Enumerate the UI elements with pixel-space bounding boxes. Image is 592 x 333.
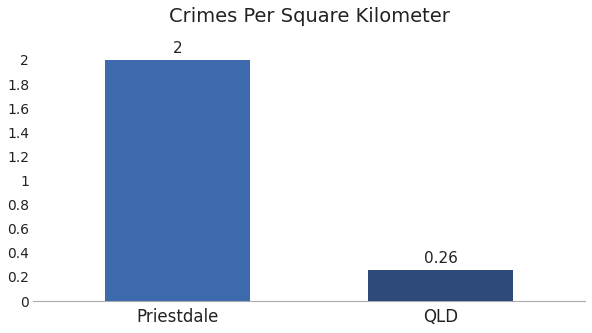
Text: 2: 2 bbox=[173, 41, 182, 56]
Title: Crimes Per Square Kilometer: Crimes Per Square Kilometer bbox=[169, 7, 449, 26]
Bar bbox=[368, 270, 513, 301]
Bar bbox=[105, 60, 250, 301]
Text: 0.26: 0.26 bbox=[424, 251, 458, 266]
